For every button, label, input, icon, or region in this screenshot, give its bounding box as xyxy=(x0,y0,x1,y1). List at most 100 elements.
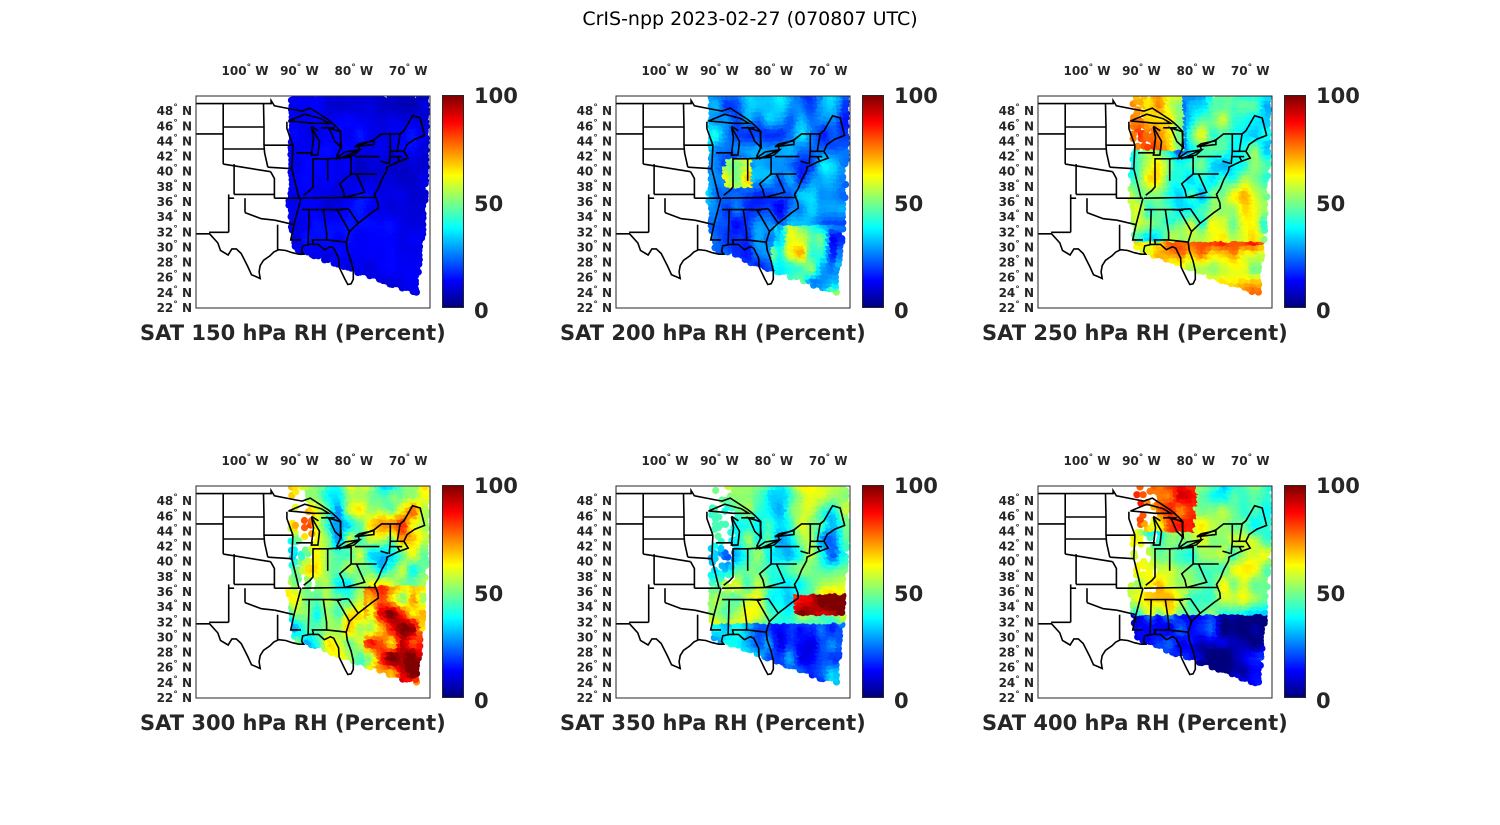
rh-point xyxy=(754,96,762,101)
panel-title: SAT 150 hPa RH (Percent) xyxy=(140,321,446,345)
state-border xyxy=(816,156,821,163)
great-lake xyxy=(746,126,763,150)
rh-point xyxy=(793,96,801,101)
state-border xyxy=(344,173,366,199)
colorbar-tick-label: 100 xyxy=(894,84,938,108)
state-border xyxy=(380,160,389,165)
great-lake xyxy=(730,126,741,156)
state-border xyxy=(262,103,269,168)
state-borders xyxy=(616,97,846,286)
state-border xyxy=(706,121,714,146)
lat-tick-label: 44° N xyxy=(577,133,612,148)
lat-tick-label: 26° N xyxy=(577,270,612,285)
rh-point xyxy=(421,151,429,160)
lat-tick-label: 46° N xyxy=(577,118,612,133)
lat-tick-label: 40° N xyxy=(157,164,192,179)
map-panel-200: 100° W 90° W 80° W 70° W 48° N 46° N 44° N 42° … xyxy=(560,43,938,345)
state-border xyxy=(223,163,271,173)
map-frame xyxy=(615,95,851,309)
colorbar-tick-label: 0 xyxy=(474,299,489,323)
state-border xyxy=(269,171,276,199)
state-border xyxy=(326,239,346,243)
lat-tick-label: 38° N xyxy=(577,179,612,194)
lat-tick-label: 36° N xyxy=(157,194,192,209)
rh-point xyxy=(408,96,416,100)
rh-point xyxy=(1260,206,1268,214)
map-panel-250: 100° W 90° W 80° W 70° W 48° N 46° N 44° N 42° … xyxy=(982,43,1360,345)
colorbar-tick-label: 50 xyxy=(894,192,924,216)
colorbar xyxy=(862,95,884,308)
state-border xyxy=(687,166,712,170)
state-border xyxy=(338,173,352,198)
state-border xyxy=(290,145,300,198)
lat-tick-label: 34° N xyxy=(157,209,192,224)
lon-tick-label: 80° W xyxy=(334,63,373,78)
lon-tick-label: 70° W xyxy=(809,63,848,78)
state-border xyxy=(746,239,766,243)
lon-tick-label: 100° W xyxy=(642,63,689,78)
great-lake xyxy=(774,139,795,148)
map-canvas: 100° W 90° W 80° W 70° W48° N46° N44° N42° … xyxy=(157,63,431,315)
state-border xyxy=(731,209,748,245)
lat-tick-label: 24° N xyxy=(577,285,612,300)
lon-tick-label: 80° W xyxy=(754,63,793,78)
state-border xyxy=(758,173,772,198)
state-borders xyxy=(196,97,426,286)
rh-point xyxy=(1257,243,1265,251)
panel-title: SAT 200 hPa RH (Percent) xyxy=(560,321,866,345)
rh-point xyxy=(816,96,824,102)
state-border xyxy=(396,156,401,163)
lat-tick-label: 32° N xyxy=(157,224,192,239)
state-border xyxy=(723,158,734,196)
map-canvas: 100° W 90° W 80° W 70° W48° N46° N44° N42° … xyxy=(577,63,851,315)
rh-point xyxy=(1144,143,1152,151)
rh-point xyxy=(421,177,430,185)
lat-tick-label: 32° N xyxy=(577,224,612,239)
great-lake xyxy=(326,126,343,150)
colorbar-tick-label: 100 xyxy=(474,84,518,108)
state-border xyxy=(330,208,342,212)
great-lake xyxy=(334,148,363,160)
state-border xyxy=(643,163,691,173)
state-border xyxy=(709,224,721,241)
rh-point xyxy=(339,96,347,102)
lat-tick-label: 40° N xyxy=(577,164,612,179)
state-border xyxy=(289,224,301,241)
colorbar-tick-label: 0 xyxy=(894,299,909,323)
state-border xyxy=(808,133,812,165)
rh-point xyxy=(416,96,424,101)
great-lake xyxy=(354,139,375,148)
state-border xyxy=(267,166,292,170)
state-border xyxy=(302,208,349,211)
great-lake xyxy=(754,148,783,160)
state-border xyxy=(664,211,695,221)
lat-tick-label: 44° N xyxy=(157,133,192,148)
state-border xyxy=(756,209,771,232)
state-border xyxy=(764,173,786,199)
rh-point xyxy=(1263,148,1271,156)
state-border xyxy=(396,133,401,152)
colorbar-tick-label: 50 xyxy=(474,192,504,216)
lat-tick-label: 34° N xyxy=(577,209,612,224)
state-border xyxy=(302,196,345,199)
map-frame xyxy=(195,95,431,309)
lat-tick-label: 46° N xyxy=(157,118,192,133)
lat-tick-label: 26° N xyxy=(157,270,192,285)
state-border xyxy=(336,209,351,232)
rh-observations xyxy=(285,96,430,296)
state-border xyxy=(244,211,275,221)
state-border xyxy=(682,103,689,168)
state-border xyxy=(689,171,696,199)
state-border xyxy=(722,196,765,199)
great-lake xyxy=(708,113,752,125)
lat-tick-label: 30° N xyxy=(157,239,192,254)
lat-tick-label: 42° N xyxy=(577,149,612,164)
colorbar xyxy=(442,95,464,308)
rh-point xyxy=(376,96,385,101)
rh-point xyxy=(841,180,850,189)
map-panel-150: 100° W 90° W 80° W 70° W 48° N 46° N 44° N 42° … xyxy=(140,43,518,345)
lat-tick-label: 22° N xyxy=(157,300,192,315)
rh-point xyxy=(1134,142,1142,150)
state-border xyxy=(750,208,762,212)
state-border xyxy=(767,208,779,224)
